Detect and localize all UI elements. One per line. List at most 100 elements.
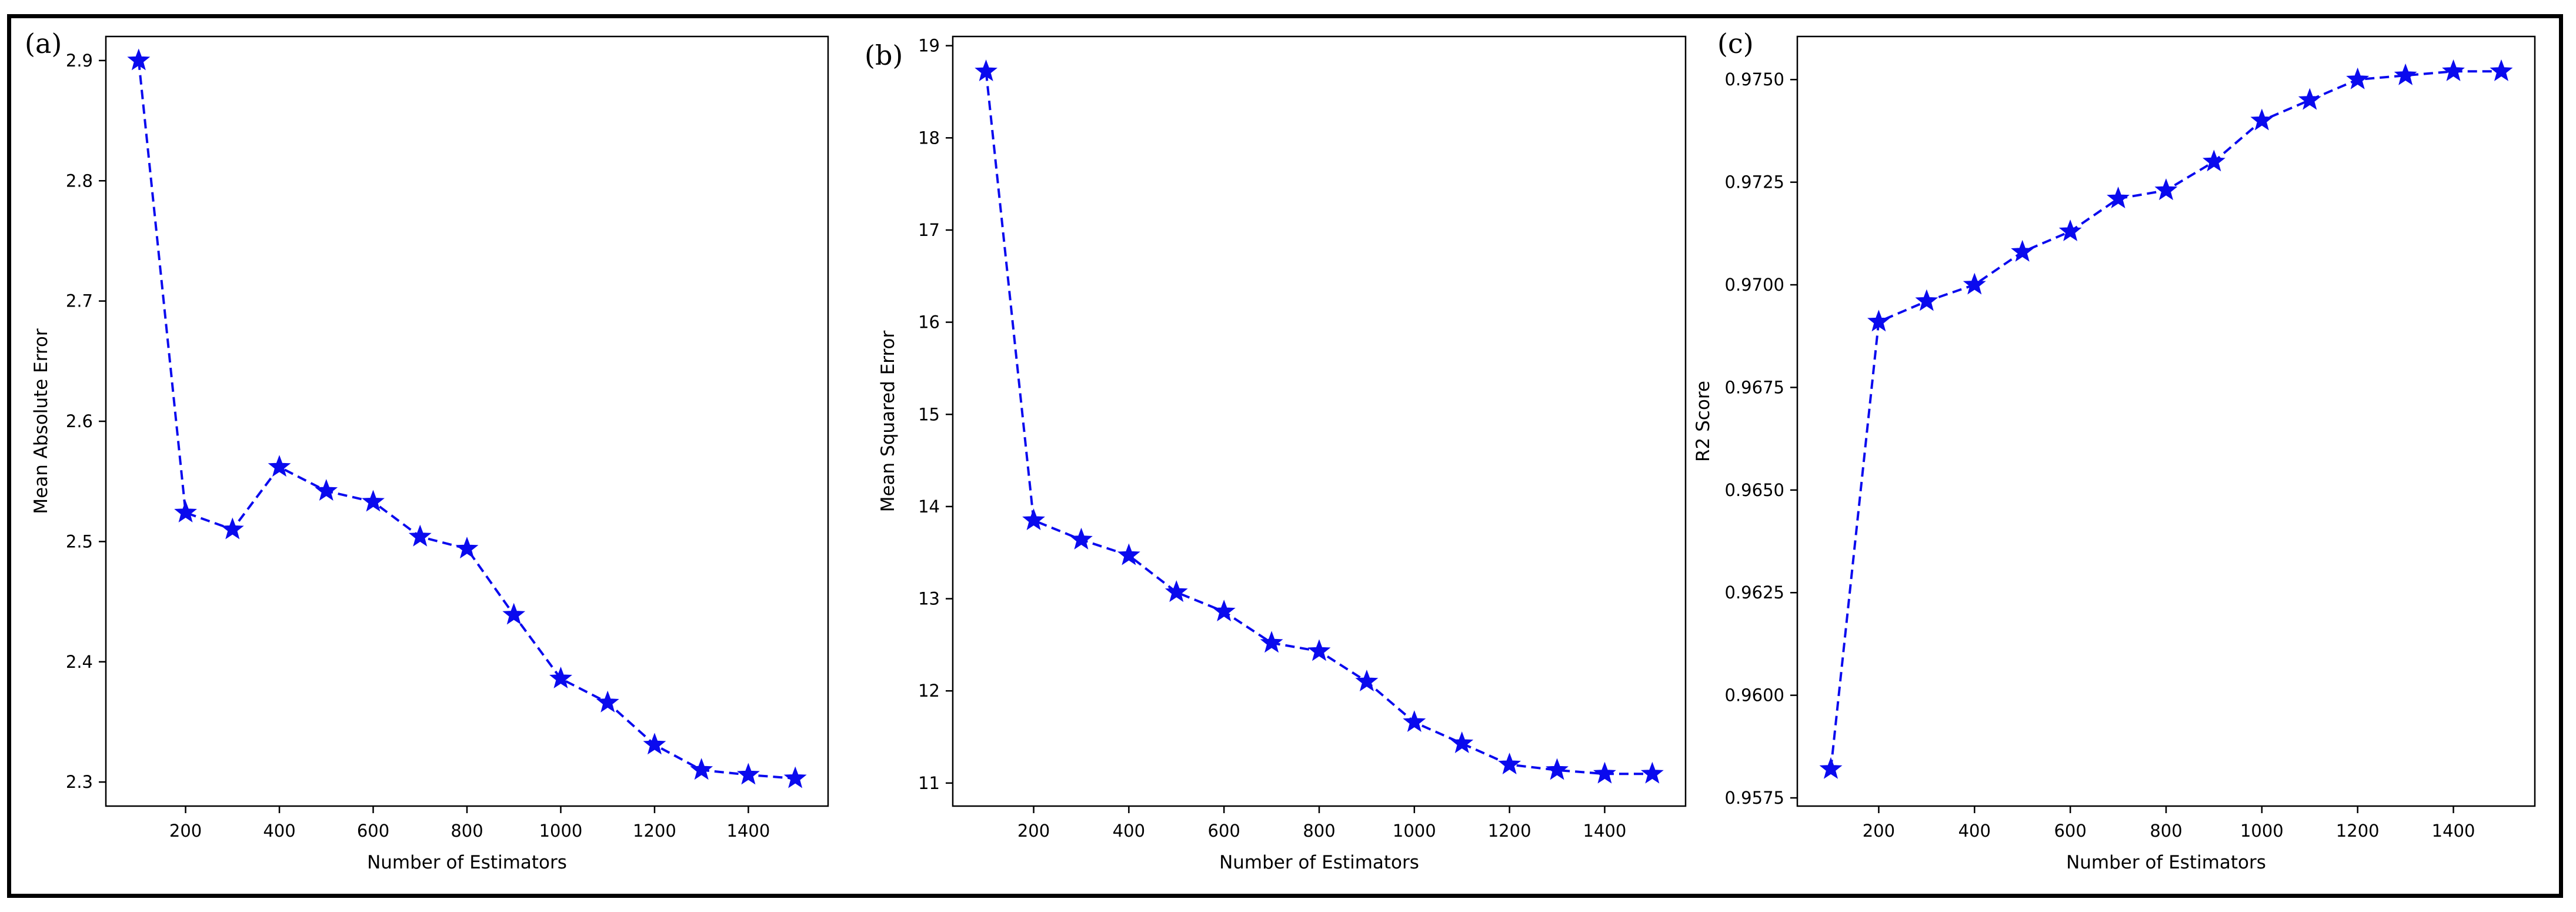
data-point [549, 666, 572, 688]
data-point [127, 48, 151, 71]
data-point [1963, 272, 1986, 295]
data-point [1867, 309, 1890, 332]
data-point [1640, 761, 1664, 784]
data-point [1070, 527, 1093, 550]
panel-label: (b) [865, 39, 903, 71]
data-point [1819, 757, 1843, 779]
y-axis-label: R2 Score [1693, 381, 1714, 462]
data-point [1260, 631, 1283, 653]
data-point [1593, 761, 1616, 784]
data-point [1450, 731, 1474, 754]
y-axis-label: Mean Absolute Error [31, 328, 52, 514]
data-point [2154, 178, 2178, 201]
y-tick-label: 2.3 [66, 772, 93, 792]
y-tick-label: 13 [918, 589, 940, 609]
data-point [2250, 108, 2274, 131]
data-point [737, 763, 760, 785]
x-tick-label: 200 [1017, 821, 1050, 841]
x-tick-label: 1200 [2336, 821, 2380, 841]
x-tick-label: 600 [357, 821, 389, 841]
data-point [1164, 580, 1188, 603]
data-point [1546, 758, 1569, 780]
x-tick-label: 600 [2054, 821, 2086, 841]
y-tick-label: 19 [918, 36, 940, 56]
y-tick-label: 0.9575 [1725, 788, 1784, 808]
data-point [1498, 753, 1521, 775]
data-point [362, 490, 385, 512]
chart-panel-2: (b) 200 400 600 800 1000 1200 1400 11 12 13 14 15 16 1… [865, 36, 1687, 873]
y-tick-label: 2.5 [66, 531, 93, 551]
y-tick-label: 16 [918, 312, 940, 332]
x-axis-label: Number of Estimators [367, 852, 567, 873]
data-point [975, 59, 998, 82]
x-tick-label: 800 [1303, 821, 1335, 841]
data-point [455, 537, 479, 559]
y-axis-label: Mean Squared Error [877, 330, 899, 512]
x-tick-label: 600 [1208, 821, 1240, 841]
data-point [221, 517, 244, 540]
data-point [596, 690, 619, 713]
x-tick-label: 1200 [633, 821, 676, 841]
panel-label: (a) [25, 28, 62, 59]
data-point [502, 603, 526, 625]
y-tick-label: 2.7 [66, 291, 93, 311]
x-axis-label: Number of Estimators [2066, 852, 2266, 873]
panel-label: (c) [1717, 28, 1754, 59]
y-tick-label: 2.9 [66, 51, 93, 71]
y-tick-label: 0.9675 [1725, 377, 1784, 397]
x-tick-label: 1000 [2240, 821, 2284, 841]
x-tick-label: 200 [169, 821, 202, 841]
y-tick-label: 18 [918, 128, 940, 148]
y-tick-label: 17 [918, 220, 940, 240]
data-point [1212, 600, 1236, 621]
data-point [174, 500, 197, 522]
y-tick-label: 15 [918, 404, 940, 424]
figure-border [7, 14, 2563, 898]
data-point [690, 758, 713, 780]
x-tick-label: 200 [1863, 821, 1895, 841]
x-tick-label: 1000 [539, 821, 583, 841]
y-tick-label: 2.8 [66, 171, 93, 191]
x-tick-label: 400 [1958, 821, 1991, 841]
chart-panel-1: (a) 200 400 600 800 1000 1200 1400 2.3 2.4 2.5 2.6 2… [25, 28, 829, 873]
y-tick-label: 0.9625 [1725, 583, 1784, 603]
data-point [1355, 670, 1379, 692]
x-tick-label: 1400 [1583, 821, 1627, 841]
y-tick-label: 11 [918, 773, 940, 793]
data-point [315, 479, 338, 501]
data-point [408, 524, 432, 547]
x-tick-label: 1200 [1488, 821, 1531, 841]
data-point [1022, 508, 1045, 530]
y-tick-label: 0.9750 [1725, 69, 1784, 89]
y-tick-label: 12 [918, 681, 940, 701]
data-point [2058, 219, 2082, 241]
data-point [1403, 710, 1426, 732]
data-point [2107, 187, 2130, 209]
x-tick-label: 400 [1113, 821, 1145, 841]
y-tick-label: 2.4 [66, 652, 93, 672]
x-tick-label: 800 [451, 821, 483, 841]
data-point [1307, 639, 1331, 661]
x-axis-label: Number of Estimators [1219, 852, 1419, 873]
y-tick-label: 0.9725 [1725, 172, 1784, 192]
y-tick-label: 0.9600 [1725, 685, 1784, 705]
y-tick-label: 14 [918, 497, 940, 517]
data-point [268, 455, 291, 477]
data-point [643, 733, 666, 755]
data-point [2011, 239, 2034, 262]
data-point [783, 766, 807, 788]
y-tick-label: 0.9700 [1725, 275, 1784, 295]
data-point [1915, 289, 1938, 311]
series-line [137, 60, 796, 780]
data-point [2394, 63, 2417, 85]
data-point [2442, 59, 2465, 81]
data-point [2203, 149, 2225, 172]
x-tick-label: 1400 [727, 821, 770, 841]
data-point [2490, 59, 2513, 81]
y-tick-label: 0.9650 [1725, 480, 1784, 500]
data-point [2298, 88, 2321, 110]
x-tick-label: 400 [263, 821, 295, 841]
x-tick-label: 1000 [1393, 821, 1436, 841]
